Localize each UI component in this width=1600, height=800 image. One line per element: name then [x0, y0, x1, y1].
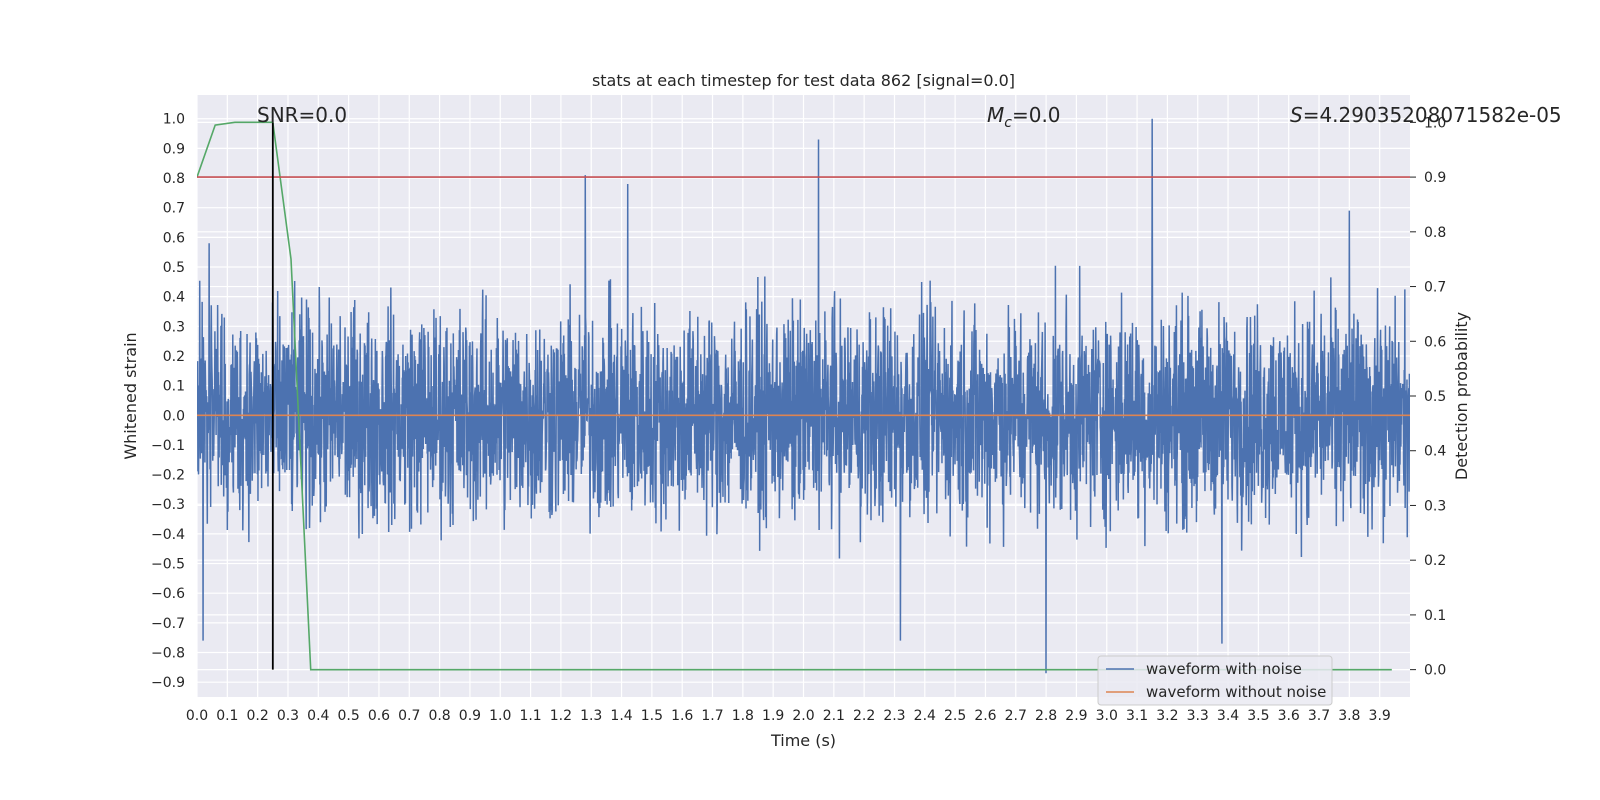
x-tick-label: 2.5 [944, 708, 966, 724]
y2-tick-label: 0.9 [1424, 170, 1446, 186]
y-tick-label: 0.3 [163, 319, 185, 335]
legend: waveform with noise waveform without noi… [1097, 655, 1333, 706]
y2-tick-label: 1.0 [1424, 115, 1446, 131]
x-tick-label: 0.9 [459, 708, 481, 724]
x-tick-label: 2.8 [1035, 708, 1057, 724]
y-tick-label: 0.4 [163, 290, 185, 306]
y2-tick-label: 0.1 [1424, 608, 1446, 624]
x-tick-label: 1.6 [671, 708, 693, 724]
y-tick-label: −0.7 [151, 616, 185, 632]
legend-label-noise: waveform with noise [1146, 660, 1302, 678]
x-tick-label: 3.4 [1217, 708, 1239, 724]
x-tick-label: 1.9 [762, 708, 784, 724]
y-tick-label: −0.8 [151, 646, 185, 662]
y-tick-label: −0.4 [151, 527, 185, 543]
y2-tick-label: 0.6 [1424, 334, 1446, 350]
x-tick-label: 3.7 [1308, 708, 1330, 724]
s-value: =4.29035208071582e-05 [1303, 103, 1562, 127]
chirp-mass-annotation: Mc=0.0 [987, 103, 1061, 131]
x-tick-label: 0.7 [398, 708, 420, 724]
legend-box [1097, 655, 1333, 706]
y-tick-label: −0.1 [151, 438, 185, 454]
x-tick-label: 1.3 [580, 708, 602, 724]
y-tick-label: 0.7 [163, 201, 185, 217]
y-tick-label: −0.5 [151, 557, 185, 573]
x-tick-label: 3.3 [1187, 708, 1209, 724]
x-tick-label: 3.0 [1096, 708, 1118, 724]
y-tick-label: 0.1 [163, 379, 185, 395]
x-tick-label: 2.4 [914, 708, 936, 724]
y2-tick-label: 0.2 [1424, 553, 1446, 569]
y2-tick-label: 0.7 [1424, 280, 1446, 296]
x-tick-label: 2.1 [823, 708, 845, 724]
x-tick-label: 3.5 [1247, 708, 1269, 724]
y2-tick-label: 0.8 [1424, 225, 1446, 241]
y-tick-label: −0.6 [151, 586, 185, 602]
y2-tick-label: 0.3 [1424, 498, 1446, 514]
y2-tick-label: 0.5 [1424, 389, 1446, 405]
x-tick-label: 3.1 [1126, 708, 1148, 724]
x-tick-label: 2.9 [1065, 708, 1087, 724]
legend-label-clean: waveform without noise [1146, 683, 1326, 701]
x-tick-label: 2.6 [974, 708, 996, 724]
x-tick-label: 1.2 [550, 708, 572, 724]
x-tick-label: 1.5 [641, 708, 663, 724]
mc-symbol: M [987, 103, 1004, 127]
x-tick-label: 0.0 [186, 708, 208, 724]
x-tick-label: 1.7 [701, 708, 723, 724]
series-detection-probability [197, 121, 1392, 671]
x-tick-label: 3.6 [1278, 708, 1300, 724]
y2-tick-label: 0.0 [1424, 663, 1446, 679]
y-tick-label: 0.8 [163, 171, 185, 187]
x-tick-label: 1.0 [489, 708, 511, 724]
chart-title: stats at each timestep for test data 862… [592, 71, 1015, 90]
y-tick-label: 0.5 [163, 260, 185, 276]
y2-tick-label: 0.4 [1424, 444, 1446, 460]
s-symbol: S [1290, 103, 1303, 127]
y-tick-label: 0.6 [163, 230, 185, 246]
x-tick-label: 1.4 [610, 708, 632, 724]
x-tick-label: 0.6 [368, 708, 390, 724]
y-tick-label: 0.2 [163, 349, 185, 365]
x-tick-label: 2.2 [853, 708, 875, 724]
x-tick-label: 3.8 [1338, 708, 1360, 724]
y-tick-label: 0.0 [163, 408, 185, 424]
x-tick-label: 0.3 [277, 708, 299, 724]
y-tick-label: −0.9 [151, 675, 185, 691]
mc-subscript: c [1004, 115, 1012, 131]
x-tick-label: 0.5 [337, 708, 359, 724]
x-tick-label: 0.8 [428, 708, 450, 724]
x-tick-label: 3.2 [1156, 708, 1178, 724]
series-layer [197, 118, 1410, 674]
x-axis-label: Time (s) [770, 731, 836, 750]
y-tick-label: 1.0 [163, 112, 185, 128]
s-annotation: S=4.29035208071582e-05 [1290, 103, 1562, 127]
y-tick-label: 0.9 [163, 141, 185, 157]
x-tick-label: 3.9 [1369, 708, 1391, 724]
y-tick-label: −0.2 [151, 468, 185, 484]
x-tick-label: 1.1 [519, 708, 541, 724]
y2-axis-label: Detection probability [1452, 312, 1471, 480]
y-tick-label: −0.3 [151, 497, 185, 513]
x-tick-label: 1.8 [732, 708, 754, 724]
x-tick-label: 0.2 [247, 708, 269, 724]
x-tick-label: 0.4 [307, 708, 329, 724]
snr-annotation: SNR=0.0 [257, 103, 347, 127]
x-tick-label: 2.7 [1005, 708, 1027, 724]
x-tick-label: 0.1 [216, 708, 238, 724]
x-tick-label: 2.3 [883, 708, 905, 724]
x-tick-label: 2.0 [792, 708, 814, 724]
y-axis-label: Whitened strain [121, 332, 140, 459]
mc-value: =0.0 [1012, 103, 1061, 127]
tick-labels: 0.0 0.1 0.2 0.3 0.4 0.5 0.6 0.7 0.8 0.9 1.0 1.1 1.2 1… [151, 112, 1446, 724]
